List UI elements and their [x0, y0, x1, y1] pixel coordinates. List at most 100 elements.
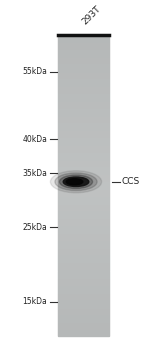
Bar [58, 51, 109, 52]
Bar [58, 96, 109, 97]
Bar [58, 278, 109, 279]
Bar [58, 264, 109, 265]
Bar [58, 186, 109, 187]
Bar [58, 40, 109, 41]
Bar [58, 188, 109, 189]
Bar [58, 155, 109, 156]
Bar [58, 296, 109, 298]
Bar [58, 57, 109, 58]
Bar [58, 36, 109, 37]
Bar [58, 229, 109, 230]
Bar [58, 223, 109, 224]
Bar [58, 145, 109, 146]
Bar [58, 261, 109, 262]
Bar [58, 284, 109, 285]
Bar [58, 257, 109, 258]
Bar [58, 134, 109, 135]
Bar [58, 158, 109, 159]
Bar [58, 303, 109, 304]
Bar [58, 111, 109, 112]
Bar [58, 70, 109, 71]
Bar [58, 319, 109, 320]
Bar [58, 126, 109, 127]
Bar [58, 55, 109, 56]
Bar [58, 243, 109, 244]
Bar [58, 281, 109, 282]
Bar [58, 271, 109, 272]
Bar [58, 194, 109, 195]
Bar [58, 119, 109, 120]
Bar [58, 206, 109, 207]
Bar [58, 88, 109, 89]
Bar [58, 209, 109, 210]
Bar [58, 133, 109, 134]
Bar [58, 282, 109, 284]
Bar [58, 164, 109, 165]
Bar [58, 175, 109, 176]
Bar [58, 90, 109, 91]
Bar [58, 163, 109, 164]
Bar [58, 157, 109, 158]
Bar [58, 310, 109, 311]
Bar [58, 102, 109, 103]
Bar [58, 91, 109, 92]
Bar [58, 287, 109, 288]
Bar [58, 103, 109, 104]
Text: 35kDa: 35kDa [22, 169, 47, 178]
Bar [58, 144, 109, 145]
Bar [58, 196, 109, 197]
Bar [58, 61, 109, 62]
Bar [58, 233, 109, 235]
Bar [58, 128, 109, 129]
Bar [58, 318, 109, 319]
Bar [58, 44, 109, 46]
Bar [58, 93, 109, 94]
Bar [58, 72, 109, 73]
Bar [58, 217, 109, 218]
Bar [58, 151, 109, 152]
Bar [58, 77, 109, 78]
Bar [58, 224, 109, 225]
Bar [58, 99, 109, 100]
Bar [58, 118, 109, 119]
Bar [58, 200, 109, 201]
Bar [58, 227, 109, 228]
Bar [58, 190, 109, 191]
Bar [58, 187, 109, 188]
Bar [58, 232, 109, 233]
Bar [58, 290, 109, 292]
Bar [58, 247, 109, 248]
Bar [58, 313, 109, 314]
Bar [58, 43, 109, 44]
Bar [58, 54, 109, 55]
Bar [58, 180, 109, 181]
Bar [58, 273, 109, 274]
Bar [58, 172, 109, 173]
Bar [58, 166, 109, 167]
Bar [58, 207, 109, 208]
Bar [58, 327, 109, 328]
Bar [58, 214, 109, 215]
Bar [58, 168, 109, 169]
Bar [58, 253, 109, 254]
Bar [58, 251, 109, 252]
Text: CCS: CCS [121, 177, 139, 186]
Bar [58, 125, 109, 126]
Bar [58, 239, 109, 240]
Bar [58, 238, 109, 239]
Bar [58, 80, 109, 81]
Bar [58, 116, 109, 117]
Bar [58, 135, 109, 136]
Ellipse shape [66, 179, 83, 185]
Bar [58, 262, 109, 264]
Bar [58, 276, 109, 278]
Bar [58, 123, 109, 124]
Bar [58, 274, 109, 275]
Bar [58, 236, 109, 237]
Bar [58, 254, 109, 256]
Bar [58, 176, 109, 177]
Bar [58, 136, 109, 137]
Bar [58, 73, 109, 74]
Text: 25kDa: 25kDa [23, 223, 47, 232]
Bar [58, 241, 109, 243]
